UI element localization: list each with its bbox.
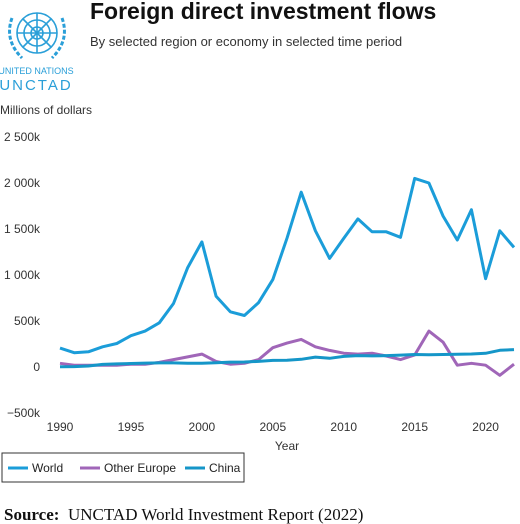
y-tick-label: 2 500k <box>4 130 41 144</box>
x-tick-label: 2010 <box>330 420 357 434</box>
x-tick-label: 1990 <box>47 420 74 434</box>
x-tick-label: 2015 <box>401 420 428 434</box>
y-axis-label: Millions of dollars <box>0 103 92 117</box>
x-axis-label: Year <box>275 439 299 453</box>
logo-line1: UNITED NATIONS <box>0 66 74 76</box>
x-tick-label: 2020 <box>472 420 499 434</box>
y-tick-label: 1 000k <box>4 268 41 282</box>
x-tick-label: 2005 <box>259 420 286 434</box>
logo-line2: UNCTAD <box>0 77 73 94</box>
source-label: Source: <box>4 505 59 524</box>
series-line <box>59 176 516 355</box>
legend-box <box>1 452 245 483</box>
y-tick-label: 2 000k <box>4 176 41 190</box>
y-tick-label: 0 <box>33 360 40 374</box>
chart-title: Foreign direct investment flows <box>90 0 436 24</box>
y-tick-label: 1 500k <box>4 222 41 236</box>
un-emblem <box>8 12 66 60</box>
legend-label: World <box>32 461 63 475</box>
x-tick-label: 1995 <box>118 420 145 434</box>
source-text: UNCTAD World Investment Report (2022) <box>68 505 363 524</box>
y-tick-label: −500k <box>7 406 41 420</box>
x-tick-label: 2000 <box>189 420 216 434</box>
y-tick-label: 500k <box>14 314 41 328</box>
chart-subtitle: By selected region or economy in selecte… <box>90 34 402 49</box>
legend-label: Other Europe <box>104 461 176 475</box>
legend-label: China <box>209 461 241 475</box>
series-line <box>59 348 515 369</box>
